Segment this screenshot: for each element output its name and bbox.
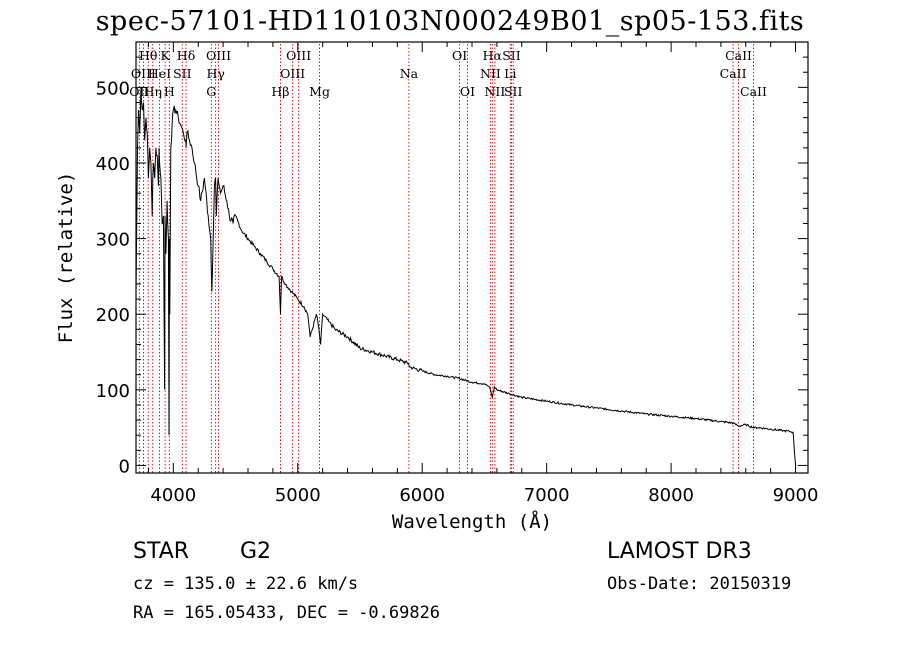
line-marker-label-4: HeI [148, 66, 171, 81]
line-marker-label-20: NII [480, 66, 501, 81]
object-subclass: G2 [240, 539, 272, 564]
line-marker-label-12: Hβ [271, 84, 289, 99]
survey-name: LAMOST DR3 [607, 539, 752, 564]
line-marker-label-24: SII [504, 84, 523, 99]
line-marker-label-13: OIII [286, 48, 311, 63]
y-tick-label-4: 400 [96, 154, 130, 175]
line-marker-label-11: G [206, 84, 216, 99]
line-marker-label-26: CaII [720, 66, 747, 81]
x-tick-label-0: 4000 [150, 485, 196, 506]
line-marker-label-16: Na [400, 66, 419, 81]
x-tick-label-2: 6000 [399, 485, 445, 506]
y-tick-label-1: 100 [96, 381, 130, 402]
y-axis-label: Flux (relative) [55, 172, 77, 344]
line-marker-label-8: Hδ [177, 48, 195, 63]
plot-frame [135, 41, 809, 474]
line-marker-label-9: OIII [206, 48, 231, 63]
line-marker-label-27: CaII [740, 84, 767, 99]
line-marker-label-1: Hθ [139, 48, 157, 63]
x-axis-label: Wavelength (Å) [392, 510, 552, 533]
line-marker-label-14: OIII [280, 66, 305, 81]
line-marker-label-25: CaII [725, 48, 752, 63]
obs-date: Obs-Date: 20150319 [607, 574, 792, 594]
coordinates: RA = 165.05433, DEC = -0.69826 [133, 603, 441, 623]
y-tick-label-2: 200 [96, 305, 130, 326]
spectrum-line [135, 87, 797, 466]
x-tick-label-1: 5000 [275, 485, 321, 506]
line-marker-label-3: Hη [144, 84, 162, 99]
object-class: STAR [133, 539, 190, 564]
line-marker-label-17: OI [452, 48, 467, 63]
x-tick-label-4: 8000 [648, 485, 694, 506]
line-marker-label-10: Hγ [206, 66, 224, 81]
y-tick-label-0: 0 [119, 456, 130, 477]
line-marker-label-21: NII [484, 84, 505, 99]
y-tick-label-5: 500 [96, 78, 130, 99]
line-marker-label-7: SII [173, 66, 192, 81]
line-marker-label-19: Hα [483, 48, 503, 63]
redshift-cz: cz = 135.0 ± 22.6 km/s [133, 574, 359, 594]
x-tick-label-3: 7000 [524, 485, 570, 506]
line-marker-label-2: OIII [131, 66, 156, 81]
chart-title: spec-57101-HD110103N000249B01_sp05-153.f… [95, 6, 805, 37]
line-marker-label-18: OI [460, 84, 475, 99]
line-marker-label-15: Mg [309, 84, 330, 99]
y-tick-label-3: 300 [96, 230, 130, 251]
x-tick-label-5: 9000 [773, 485, 819, 506]
line-marker-label-22: SII [502, 48, 521, 63]
line-marker-label-5: K [160, 48, 170, 63]
line-marker-label-23: Li [504, 66, 516, 81]
line-marker-label-6: H [164, 84, 175, 99]
